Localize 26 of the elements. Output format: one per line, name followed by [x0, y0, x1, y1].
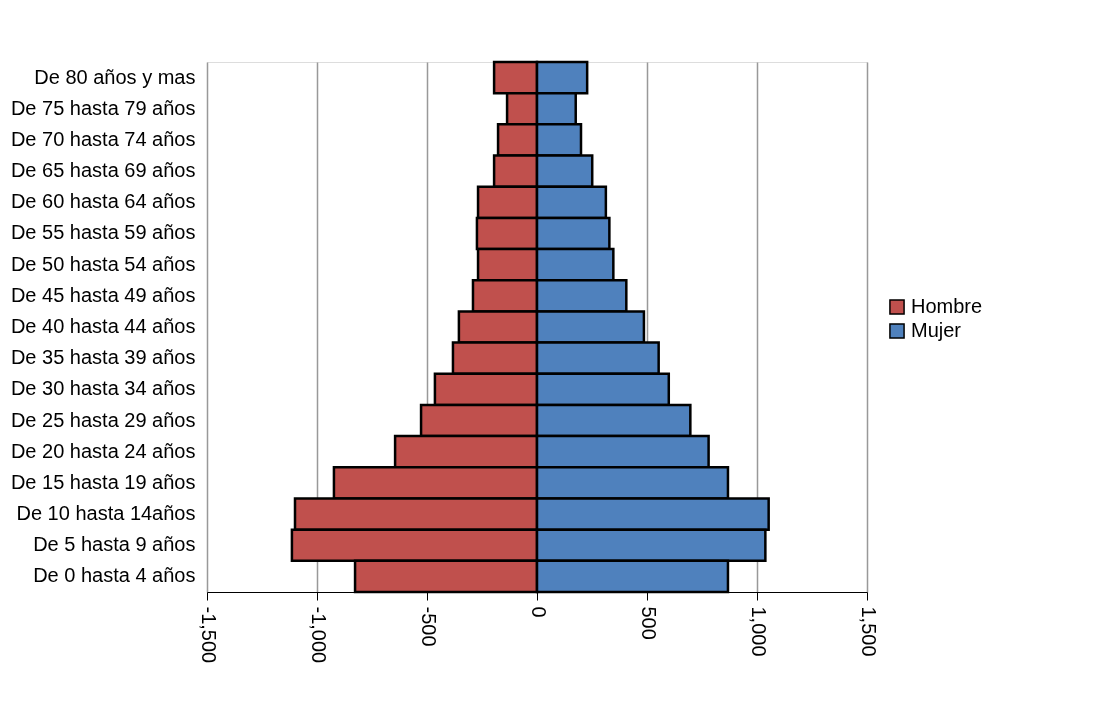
y-tick-label: De 60 hasta 64 años — [10, 190, 196, 213]
y-tick-label: De 35 hasta 39 años — [10, 346, 196, 369]
y-tick-label: De 20 hasta 24 años — [10, 439, 196, 462]
y-tick-label: De 55 hasta 59 años — [10, 221, 196, 244]
y-tick-label: De 50 hasta 54 años — [10, 252, 196, 275]
y-tick-label: De 80 años y mas — [34, 65, 196, 88]
x-tick-label: 1,500 — [857, 606, 880, 657]
x-tick-label: 0 — [527, 606, 550, 618]
y-tick-label: De 40 hasta 44 años — [10, 315, 196, 337]
y-tick-label: De 45 hasta 49 años — [10, 283, 196, 306]
legend-label: Hombre — [911, 295, 983, 317]
legend-label: Mujer — [911, 319, 962, 341]
y-tick-label: De 65 hasta 69 años — [10, 159, 196, 182]
y-tick-label: De 30 hasta 34 años — [10, 377, 196, 400]
y-tick-label: De 10 hasta 14años — [16, 502, 196, 525]
y-tick-label: De 75 hasta 79 años — [10, 96, 196, 119]
x-tick-label: 1,000 — [747, 606, 770, 657]
y-tick-label: De 15 hasta 19 años — [10, 470, 196, 493]
x-tick-label: -1,500 — [197, 606, 220, 664]
y-tick-label: De 70 hasta 74 años — [10, 127, 196, 150]
y-tick-label: De 5 hasta 9 años — [33, 533, 196, 556]
x-tick-label: -1,000 — [307, 606, 330, 664]
y-tick-label: De 25 hasta 29 años — [10, 408, 196, 431]
y-tick-label: De 0 hasta 4 años — [33, 564, 196, 587]
x-tick-label: 500 — [637, 606, 660, 640]
x-tick-label: -500 — [417, 606, 440, 647]
